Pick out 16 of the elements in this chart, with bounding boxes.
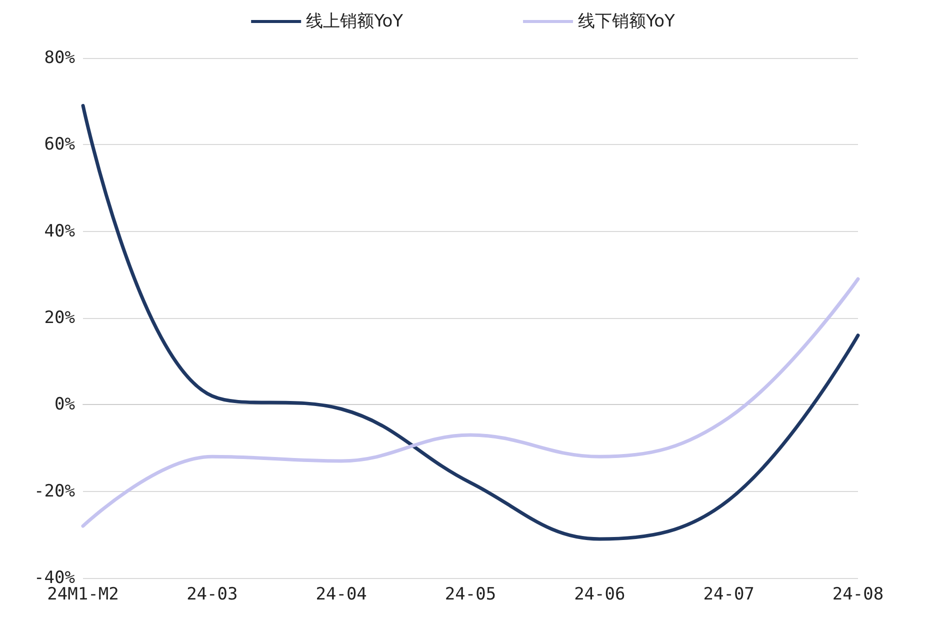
x-tick-label: 24-03 (186, 584, 238, 604)
y-tick-label: 60% (44, 134, 75, 155)
legend-label: 线上销额YoY (306, 12, 404, 32)
legend-label: 线下销额YoY (578, 12, 676, 32)
x-tick-label: 24-07 (703, 584, 754, 604)
y-tick-label: 80% (44, 48, 75, 68)
y-tick-label: 20% (44, 308, 75, 328)
y-tick-label: 40% (44, 221, 75, 242)
y-tick-label: -20% (34, 481, 75, 502)
x-tick-label: 24-05 (444, 584, 496, 604)
line-series (81, 277, 860, 528)
line-series (81, 104, 860, 541)
x-tick-label: 24-06 (574, 584, 626, 604)
x-tick-label: 24-08 (832, 584, 884, 604)
x-tick-label: 24-04 (316, 584, 367, 604)
y-tick-label: 0% (54, 394, 75, 415)
